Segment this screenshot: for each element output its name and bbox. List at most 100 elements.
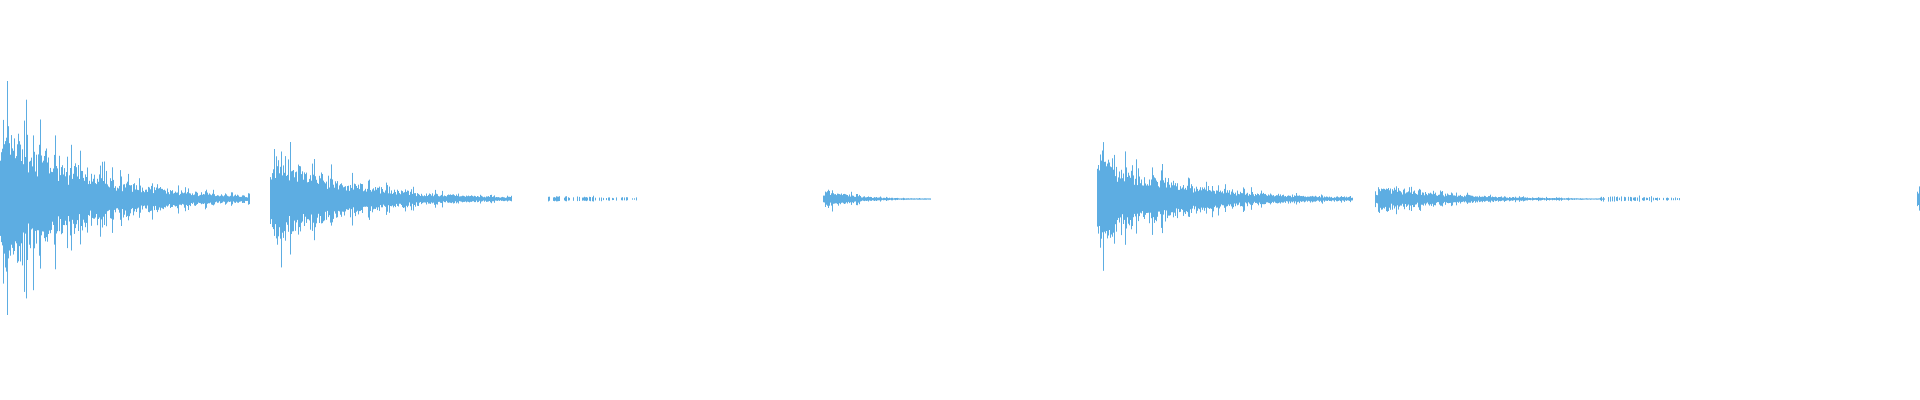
waveform-bar — [1272, 195, 1273, 202]
waveform-bar — [1277, 195, 1278, 204]
waveform-bar — [1524, 197, 1525, 201]
waveform-bar — [1286, 196, 1287, 202]
waveform-bar — [1250, 194, 1251, 205]
waveform-bar — [1190, 188, 1191, 210]
waveform-bar — [1112, 158, 1113, 237]
waveform-bar — [441, 194, 442, 203]
waveform-bar — [1347, 197, 1348, 201]
waveform-bar — [586, 197, 587, 202]
waveform-bar — [1192, 186, 1193, 209]
waveform-bar — [1493, 197, 1494, 202]
waveform-bar — [1457, 196, 1458, 202]
waveform-bar — [158, 188, 159, 210]
waveform-bar — [636, 197, 637, 201]
waveform-bar — [169, 194, 170, 204]
waveform-bar — [831, 193, 832, 206]
waveform-bar — [1281, 196, 1282, 203]
waveform-bar — [97, 178, 98, 226]
waveform-bar — [1122, 178, 1123, 215]
waveform-bar — [467, 196, 468, 202]
waveform-bar — [1307, 196, 1308, 202]
waveform-bar — [127, 181, 128, 216]
waveform-bar — [1135, 178, 1136, 217]
waveform-bar — [1332, 197, 1333, 201]
waveform-bar — [1421, 194, 1422, 205]
waveform-bar — [1472, 195, 1473, 203]
waveform-bar — [1330, 197, 1331, 201]
waveform-bar — [1187, 185, 1188, 213]
waveform-bar — [388, 193, 389, 206]
waveform-bar — [1544, 198, 1545, 201]
waveform-bar — [873, 197, 874, 201]
waveform-bar — [398, 191, 399, 207]
waveform-bar — [1329, 196, 1330, 201]
waveform-bar — [895, 198, 896, 201]
waveform-bar — [49, 173, 50, 231]
waveform-bar — [1628, 196, 1629, 201]
waveform-bar — [1290, 195, 1291, 204]
waveform-bar — [891, 197, 892, 201]
waveform-bar — [608, 197, 609, 201]
waveform-bar — [592, 197, 593, 202]
waveform-bar — [106, 170, 107, 227]
waveform-bar — [1560, 198, 1561, 200]
waveform-bar — [559, 196, 560, 201]
waveform-bar — [1533, 197, 1534, 201]
waveform-bar — [1262, 193, 1263, 205]
waveform-bar — [612, 197, 613, 201]
waveform-bar — [1668, 198, 1669, 200]
waveform-bar — [1143, 185, 1144, 217]
waveform-bar — [1225, 184, 1226, 212]
waveform-bar — [167, 188, 168, 207]
waveform-bar — [63, 174, 64, 225]
waveform-bar — [875, 197, 876, 201]
waveform-bar — [149, 187, 150, 213]
waveform-bar — [1400, 191, 1401, 206]
waveform-bar — [119, 185, 120, 213]
waveform-bar — [335, 181, 336, 214]
waveform-bar — [64, 168, 65, 226]
waveform-bar — [211, 195, 212, 205]
waveform-bar — [929, 198, 930, 200]
waveform-bar — [1506, 197, 1507, 201]
waveform-bar — [318, 183, 319, 214]
waveform-bar — [1276, 195, 1277, 204]
waveform-bar — [484, 196, 485, 202]
waveform-bar — [1616, 197, 1617, 201]
waveform-bar — [304, 172, 305, 226]
waveform-bar — [403, 192, 404, 208]
waveform-bar — [313, 174, 314, 223]
waveform-bar — [1630, 196, 1631, 201]
waveform-bar — [1572, 198, 1573, 200]
waveform-bar — [1465, 196, 1466, 202]
waveform-bar — [1246, 193, 1247, 204]
waveform-bar — [897, 197, 898, 200]
waveform-bar — [397, 189, 398, 206]
waveform-bar — [81, 170, 82, 226]
waveform-bar — [401, 190, 402, 205]
waveform-bar — [1412, 194, 1413, 205]
waveform-bar — [548, 196, 549, 202]
waveform-bar — [208, 194, 209, 204]
waveform-bar — [22, 149, 23, 266]
waveform-bar — [896, 198, 897, 200]
waveform-bar — [136, 185, 137, 212]
waveform-bar — [1120, 178, 1121, 218]
waveform-bar — [310, 175, 311, 230]
waveform-bar — [1100, 154, 1101, 248]
waveform-bar — [229, 196, 230, 202]
waveform-bar — [286, 176, 287, 223]
waveform-bar — [1211, 191, 1212, 209]
waveform-bar — [1532, 197, 1533, 201]
waveform-bar — [1137, 185, 1138, 214]
waveform-bar — [174, 192, 175, 206]
waveform-bar — [1231, 191, 1232, 207]
waveform-bar — [1342, 197, 1343, 201]
waveform-bar — [1229, 190, 1230, 206]
waveform-bar — [110, 178, 111, 219]
waveform-bar — [1146, 185, 1147, 213]
waveform-bar — [3, 119, 4, 284]
waveform-bar — [1207, 191, 1208, 208]
waveform-bar — [1288, 195, 1289, 204]
waveform-bar — [565, 196, 566, 202]
